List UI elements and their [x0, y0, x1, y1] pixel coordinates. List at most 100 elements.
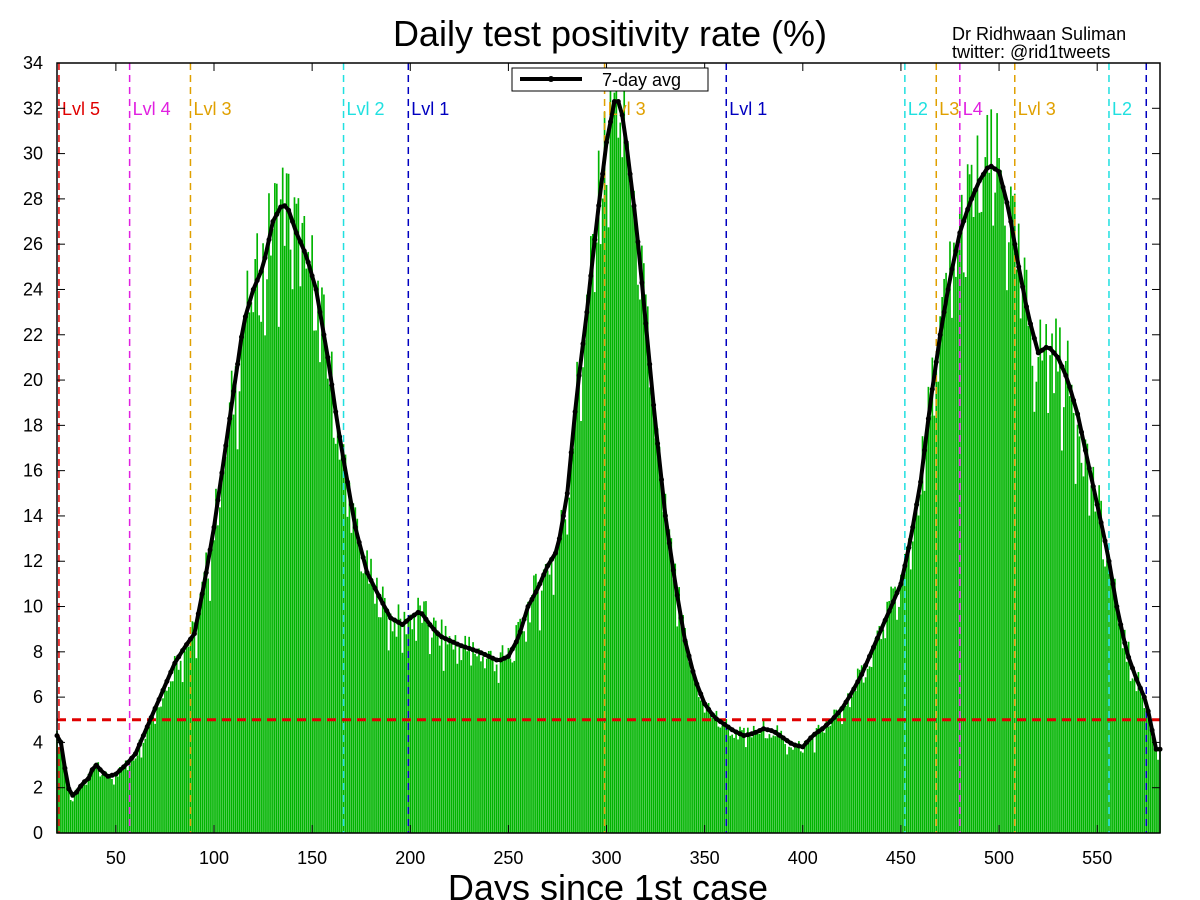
daily-bar: [1078, 436, 1081, 833]
daily-bar: [1112, 577, 1114, 833]
daily-bar: [356, 518, 359, 833]
daily-bar: [540, 590, 543, 833]
avg-point: [682, 638, 688, 643]
daily-bar: [703, 712, 706, 833]
avg-point: [305, 259, 311, 265]
daily-bar: [817, 724, 820, 833]
daily-bar: [242, 327, 245, 833]
daily-bar: [1021, 287, 1024, 833]
daily-bar: [1135, 691, 1138, 833]
daily-bar: [411, 629, 414, 833]
daily-bar: [843, 707, 845, 833]
daily-bar: [99, 776, 102, 833]
daily-bar: [874, 637, 877, 833]
daily-bar: [786, 754, 788, 833]
daily-bar: [1137, 672, 1140, 833]
daily-bar: [674, 563, 677, 833]
daily-bar: [1029, 325, 1032, 833]
daily-bar: [101, 774, 103, 833]
avg-point: [521, 616, 527, 622]
daily-bar: [222, 470, 225, 833]
daily-bar: [619, 122, 622, 833]
daily-bar: [947, 291, 949, 833]
avg-point: [266, 237, 272, 243]
daily-bar: [175, 662, 178, 833]
avg-point: [859, 672, 865, 677]
daily-bar: [236, 449, 239, 833]
daily-bar: [199, 594, 202, 833]
daily-bar: [972, 216, 975, 834]
daily-bar: [988, 172, 991, 833]
daily-bar: [254, 259, 257, 833]
avg-point: [254, 277, 260, 283]
daily-bar: [513, 660, 516, 833]
avg-point: [549, 556, 555, 562]
avg-point: [113, 771, 119, 777]
avg-point: [1090, 484, 1096, 489]
avg-point: [219, 470, 225, 476]
avg-point: [352, 524, 358, 530]
daily-bar: [642, 263, 645, 833]
daily-bar: [798, 741, 800, 833]
avg-point: [396, 619, 401, 625]
daily-bar: [695, 682, 698, 833]
avg-point: [1122, 640, 1128, 646]
avg-point: [278, 204, 284, 210]
daily-bar: [962, 272, 965, 833]
daily-bar: [1131, 678, 1134, 833]
daily-bar: [741, 730, 743, 833]
daily-bar: [521, 630, 523, 833]
daily-bar: [633, 190, 635, 833]
avg-point: [172, 660, 178, 666]
daily-bar: [499, 652, 502, 833]
avg-point: [144, 724, 150, 730]
avg-point: [678, 615, 684, 621]
daily-bar: [593, 292, 596, 834]
daily-bar: [321, 287, 323, 833]
avg-point: [125, 760, 131, 766]
daily-bar: [1084, 439, 1087, 833]
daily-bar: [564, 519, 567, 833]
avg-point: [140, 733, 146, 739]
avg-point: [784, 738, 790, 744]
avg-point: [364, 570, 370, 576]
daily-bar: [666, 535, 669, 833]
x-tick-label: 400: [788, 848, 818, 868]
daily-bar: [376, 577, 378, 833]
daily-bar: [221, 473, 223, 833]
daily-bar: [1049, 355, 1051, 833]
avg-point: [871, 644, 876, 650]
daily-bar: [368, 583, 370, 833]
avg-point: [808, 735, 814, 741]
avg-point: [101, 770, 107, 776]
avg-point: [651, 402, 657, 408]
daily-bar: [274, 183, 276, 834]
daily-bar: [1072, 412, 1075, 833]
daily-bar: [629, 183, 631, 834]
daily-bar: [1057, 371, 1059, 833]
daily-bar: [205, 552, 207, 833]
daily-bar: [644, 294, 647, 833]
avg-point: [435, 631, 441, 637]
daily-bar: [389, 613, 392, 833]
daily-bar: [917, 515, 920, 833]
daily-bar: [279, 199, 282, 833]
daily-bar: [1000, 170, 1002, 833]
daily-bar: [670, 538, 673, 833]
daily-bar: [884, 638, 887, 833]
daily-bar: [166, 690, 168, 833]
avg-point: [423, 616, 429, 622]
avg-point: [874, 635, 880, 641]
daily-bar: [301, 222, 304, 833]
x-axis: 50 100 150 200 250 300 350 400 450 500 550: [106, 63, 1112, 868]
avg-point: [765, 727, 770, 733]
avg-point: [1102, 538, 1108, 544]
avg-point: [647, 361, 653, 367]
avg-point: [160, 687, 166, 693]
daily-bar: [913, 511, 916, 833]
avg-point: [231, 388, 237, 394]
daily-bar: [1121, 648, 1124, 833]
daily-bar: [821, 731, 824, 833]
daily-bar: [364, 570, 366, 833]
daily-bar: [998, 157, 1000, 834]
